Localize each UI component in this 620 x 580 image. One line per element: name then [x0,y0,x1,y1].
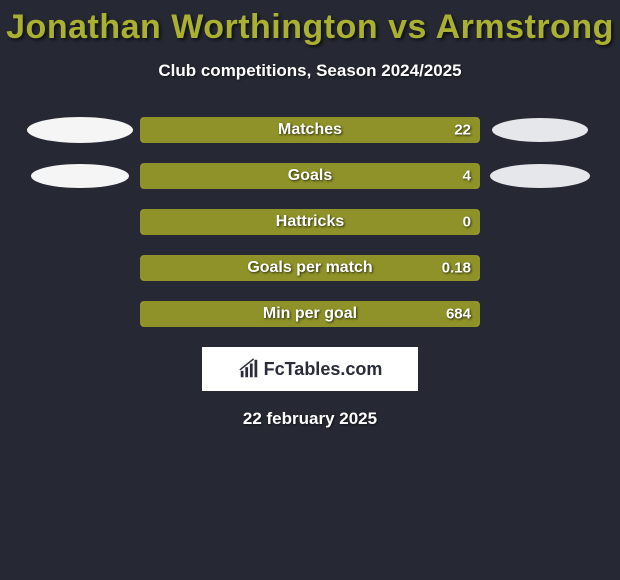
stat-row: Hattricks 0 [0,209,620,235]
left-side [20,164,140,188]
stat-row: Matches 22 [0,117,620,143]
left-side [20,117,140,143]
stat-label: Min per goal [263,305,357,323]
stat-row: Goals 4 [0,163,620,189]
left-ellipse [31,164,129,188]
stat-label: Matches [278,121,342,139]
stat-row: Goals per match 0.18 [0,255,620,281]
stat-bar: Matches 22 [140,117,480,143]
stat-bar: Goals per match 0.18 [140,255,480,281]
stat-bar: Hattricks 0 [140,209,480,235]
right-side [480,118,600,142]
right-side [480,164,600,188]
logo-text: FcTables.com [264,359,383,380]
stat-value: 4 [463,168,471,185]
left-ellipse [27,117,133,143]
stats-container: Matches 22 Goals 4 Hattricks 0 Goals per match… [0,117,620,327]
stat-value: 0.18 [442,260,471,277]
stat-value: 22 [454,122,471,139]
logo-box: FcTables.com [202,347,418,391]
stat-label: Goals [288,167,332,185]
subtitle: Club competitions, Season 2024/2025 [0,61,620,81]
date-text: 22 february 2025 [0,409,620,429]
right-ellipse [490,164,590,188]
stat-value: 0 [463,214,471,231]
right-ellipse [492,118,588,142]
chart-icon [238,358,260,380]
stat-label: Goals per match [247,259,372,277]
stat-bar: Goals 4 [140,163,480,189]
stat-row: Min per goal 684 [0,301,620,327]
page-title: Jonathan Worthington vs Armstrong [0,0,620,47]
stat-value: 684 [446,306,471,323]
stat-label: Hattricks [276,213,344,231]
stat-bar: Min per goal 684 [140,301,480,327]
